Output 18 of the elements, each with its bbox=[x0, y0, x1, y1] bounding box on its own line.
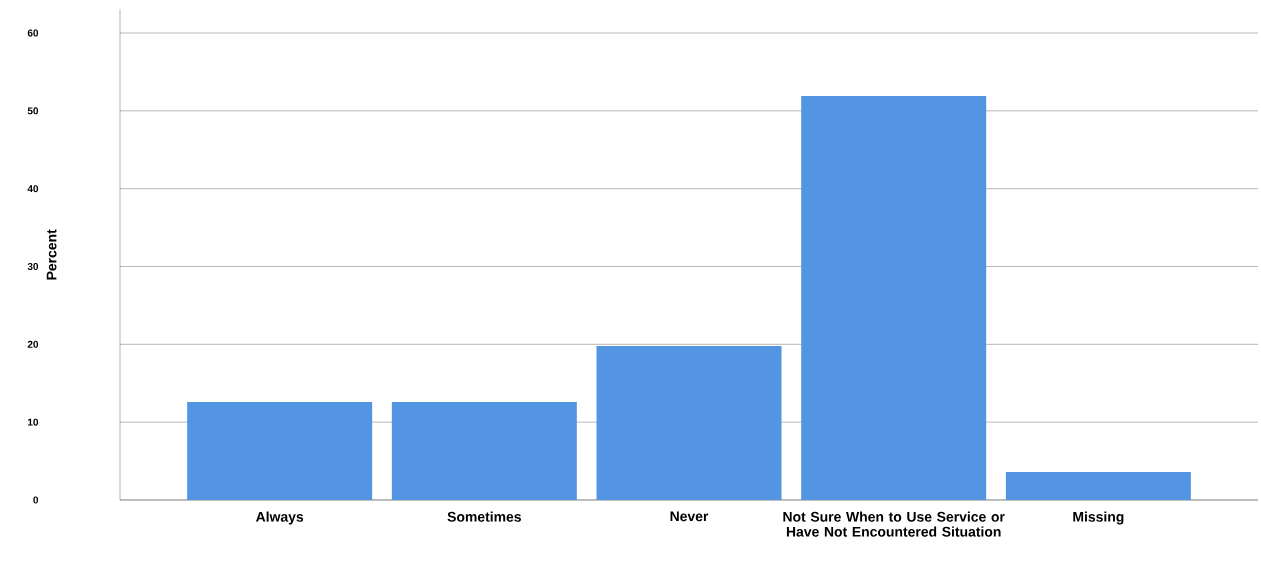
x-tick-label: Missing bbox=[1073, 511, 1124, 525]
y-tick-label: 0 bbox=[33, 496, 39, 504]
x-tick-label: Always bbox=[255, 511, 304, 525]
y-tick-label: 20 bbox=[27, 340, 39, 348]
bar bbox=[596, 345, 782, 500]
bar bbox=[187, 401, 373, 500]
bar bbox=[801, 96, 987, 500]
y-tick-label: 10 bbox=[28, 418, 39, 426]
bar bbox=[1005, 471, 1191, 500]
y-tick-label: 40 bbox=[27, 185, 39, 193]
y-axis-title: Percent bbox=[46, 229, 57, 280]
y-tick-label: 30 bbox=[27, 262, 39, 271]
bar bbox=[391, 401, 577, 500]
y-tick-label: 50 bbox=[27, 107, 39, 115]
x-tick-label: Not Sure When to Use Service or Have Not Encountered Situation bbox=[783, 511, 1005, 537]
x-tick-label: Never bbox=[670, 511, 709, 522]
y-tick-label: 60 bbox=[27, 29, 39, 37]
x-tick-label: Sometimes bbox=[447, 511, 521, 522]
